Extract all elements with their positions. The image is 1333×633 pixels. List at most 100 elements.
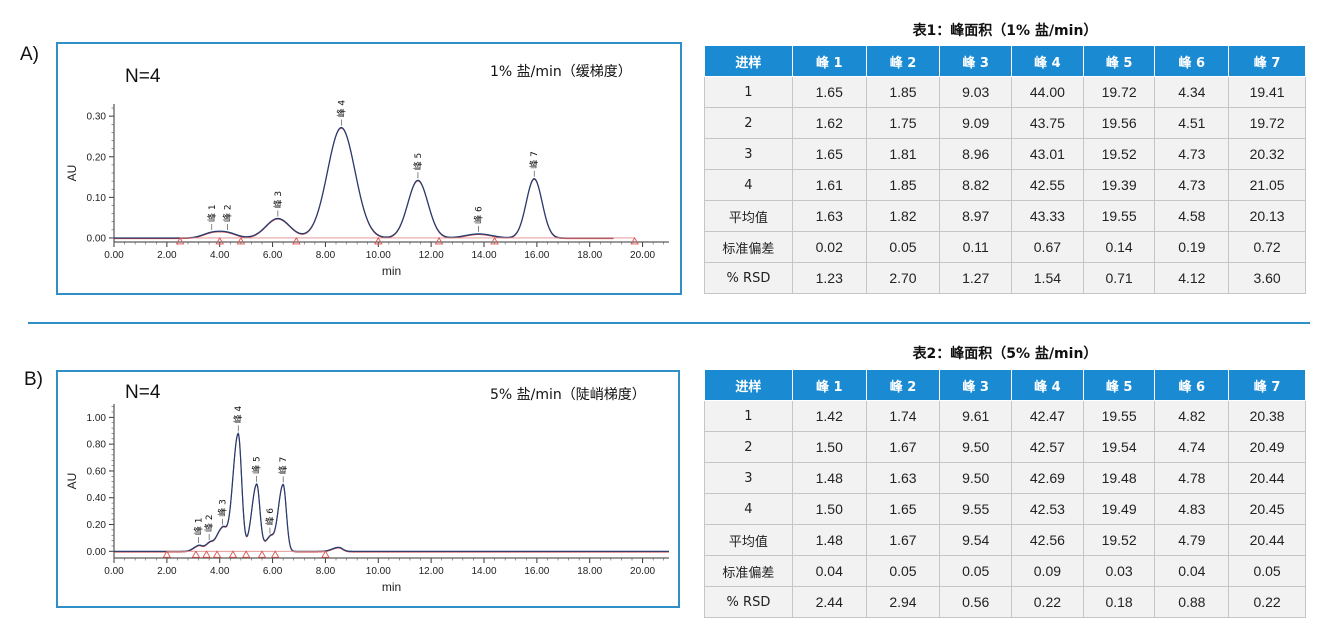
table-cell: 0.09 [1011,555,1084,587]
column-header: 峰 5 [1082,45,1156,77]
table-cell: 1.50 [791,431,867,463]
table-cell: 1.63 [865,462,941,494]
table-cell: 0.11 [939,231,1013,263]
table-cell: 3.60 [1228,262,1306,294]
y-tick-label: 0.60 [87,466,107,477]
row-label: 3 [704,138,793,170]
table-row: 标准偏差 0.04 0.05 0.05 0.09 0.03 0.04 0.05 [704,555,1306,587]
row-label: 1 [704,400,793,432]
table-cell: 1.62 [791,107,867,139]
table-cell: 0.05 [865,555,941,587]
y-tick-label: 0.80 [87,440,107,451]
table-cell: 19.56 [1082,107,1156,139]
chromatogram-b: 0.00 2.00 4.00 6.00 8.00 10.00 12.00 14.00 16.00… [56,370,680,608]
integration-marker [215,237,224,245]
y-tick-label: 0.40 [87,493,107,504]
table-row: % RSD 2.44 2.94 0.56 0.22 0.18 0.88 0.22 [704,586,1306,618]
column-header: 峰 4 [1011,45,1084,77]
y-tick-label: 0.00 [87,233,107,244]
table-cell: 1.65 [865,493,941,525]
table-cell: 43.75 [1011,107,1084,139]
chromatogram-b-n-label: N=4 [125,382,161,403]
x-tick-label: 2.00 [157,566,177,577]
table-cell: 1.54 [1011,262,1084,294]
chromatogram-b-condition-label: 5% 盐/min（陡峭梯度） [490,387,646,403]
column-header: 进样 [704,45,793,77]
table-1-title: 表1：峰面积（1% 盐/min） [912,23,1098,39]
table-cell: 1.48 [791,524,867,556]
table-cell: 4.78 [1154,462,1230,494]
table-cell: 1.81 [865,138,941,170]
row-label: 3 [704,462,793,494]
table-cell: 9.55 [939,493,1013,525]
table-cell: 2.94 [865,586,941,618]
table-cell: 9.09 [939,107,1013,139]
table-cell: 9.61 [939,400,1013,432]
table-cell: 19.72 [1228,107,1306,139]
table-cell: 1.85 [865,169,941,201]
table-cell: 4.73 [1154,138,1230,170]
table-2-title: 表2：峰面积（5% 盐/min） [912,346,1098,362]
peak-label: 峰 3 [217,499,228,517]
table-cell: 1.82 [865,200,941,232]
table-cell: 0.19 [1154,231,1230,263]
chromatogram-trace-red [114,127,614,240]
row-label: 标准偏差 [704,231,793,263]
table-row: 标准偏差 0.02 0.05 0.11 0.67 0.14 0.19 0.72 [704,231,1306,263]
table-cell: 4.79 [1154,524,1230,556]
row-label: 4 [704,169,793,201]
table-cell: 8.97 [939,200,1013,232]
column-header: 峰 7 [1228,45,1306,77]
table-cell: 19.41 [1228,76,1306,108]
table-row: % RSD 1.23 2.70 1.27 1.54 0.71 4.12 3.60 [704,262,1306,294]
table-cell: 21.05 [1228,169,1306,201]
integration-marker [490,237,499,245]
x-tick-label: 18.00 [577,566,602,577]
table-cell: 1.61 [791,169,867,201]
integration-marker [175,237,185,245]
peak-label: 峰 2 [223,204,234,222]
row-label: 标准偏差 [704,555,793,587]
table-cell: 1.75 [865,107,941,139]
table-cell: 19.55 [1082,400,1156,432]
table-row: 1 1.65 1.85 9.03 44.00 19.72 4.34 19.41 [704,76,1306,108]
peak-label: 峰 4 [336,100,347,118]
column-header: 峰 3 [939,369,1013,401]
integration-marker [241,550,251,558]
table-cell: 2.44 [791,586,867,618]
table-cell: 9.50 [939,431,1013,463]
x-tick-label: 12.00 [419,250,444,261]
integration-marker [228,550,238,558]
table-cell: 42.69 [1011,462,1084,494]
row-label: % RSD [704,586,793,618]
table-cell: 9.50 [939,462,1013,494]
x-tick-label: 2.00 [157,250,177,261]
table-row: 3 1.48 1.63 9.50 42.69 19.48 4.78 20.44 [704,462,1306,494]
table-cell: 9.54 [939,524,1013,556]
chromatogram-a-plot: 0.00 2.00 4.00 6.00 8.00 10.00 12.00 14.00 16.00… [65,100,669,278]
x-tick-label: 12.00 [419,566,444,577]
peak-label: 峰 7 [278,457,289,475]
column-header: 峰 2 [865,45,941,77]
table-cell: 19.49 [1082,493,1156,525]
table-cell: 19.54 [1082,431,1156,463]
integration-marker [270,550,280,558]
table-cell: 20.32 [1228,138,1306,170]
chromatogram-a-condition-label: 1% 盐/min（缓梯度） [490,64,632,80]
table-cell: 43.33 [1011,200,1084,232]
column-header: 峰 1 [791,369,867,401]
table-cell: 2.70 [865,262,941,294]
integration-marker [321,550,330,558]
y-tick-label: 0.30 [87,112,107,123]
table-row: 4 1.50 1.65 9.55 42.53 19.49 4.83 20.45 [704,493,1306,525]
table-cell: 1.74 [865,400,941,432]
integration-marker [257,550,267,558]
x-tick-label: 0.00 [104,566,124,577]
peak-label: 峰 6 [474,206,485,224]
x-tick-label: 20.00 [630,566,655,577]
y-tick-label: 0.00 [87,547,107,558]
integration-marker [202,550,211,558]
table-cell: 1.67 [865,524,941,556]
